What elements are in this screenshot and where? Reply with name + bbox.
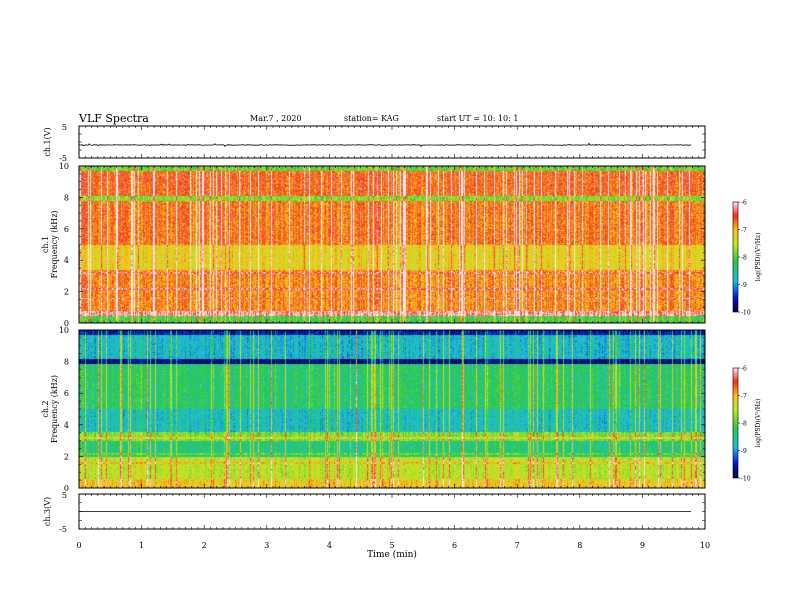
y-tick-label: 10 xyxy=(59,162,69,171)
colorbar-tick-label: -10 xyxy=(741,310,751,317)
y-axis-label-channel: ch.1 xyxy=(41,236,50,253)
x-tick-label: 1 xyxy=(139,541,144,550)
colorbar-tick-label: -6 xyxy=(741,366,747,373)
colorbar-tick-label: -8 xyxy=(741,421,747,428)
y-tick-label: 0 xyxy=(64,319,69,328)
figure-title: VLF Spectra xyxy=(79,112,149,125)
colorbar-tick-label: -6 xyxy=(741,200,747,207)
y-tick-label: 0 xyxy=(64,484,69,493)
y-tick-label: 4 xyxy=(64,256,69,265)
ch1-spectrogram-image xyxy=(79,166,705,323)
x-tick-label: 3 xyxy=(264,541,269,550)
x-tick-label: 9 xyxy=(640,541,645,550)
colorbar-label: log(PSD)(V²/Hz) xyxy=(755,233,762,282)
x-tick-label: 10 xyxy=(700,541,710,550)
x-tick-label: 8 xyxy=(577,541,582,550)
y-tick-label: 2 xyxy=(64,452,69,461)
y-tick-label: 8 xyxy=(64,193,69,202)
y-tick-label: 6 xyxy=(64,389,69,398)
colorbar-tick-label: -8 xyxy=(741,255,747,262)
x-tick-label: 5 xyxy=(389,541,394,550)
y-axis-label: ch.1(V) xyxy=(43,127,52,156)
colorbar-tick-label: -7 xyxy=(741,227,747,234)
colorbar-tick-label: -10 xyxy=(741,476,751,483)
colorbar-tick-label: -9 xyxy=(741,282,747,289)
start-time-label: start UT = 10: 10: 1 xyxy=(437,114,519,123)
x-tick-label: 0 xyxy=(76,541,81,550)
y-axis-label-channel: ch.2 xyxy=(41,400,50,417)
y-tick-label: 4 xyxy=(64,421,69,430)
y-tick-label: 5 xyxy=(62,491,67,500)
ch1-waveform-line xyxy=(78,142,692,148)
x-tick-label: 6 xyxy=(452,541,457,550)
x-axis-label: Time (min) xyxy=(367,549,417,560)
y-axis-label-frequency: Frequency (kHz) xyxy=(50,375,59,443)
x-tick-label: 4 xyxy=(327,541,332,550)
station-label: station= KAG xyxy=(344,114,399,123)
colorbar-label: log(PSD)(V²/Hz) xyxy=(755,399,762,448)
ch2-spectrogram-image xyxy=(79,330,705,488)
y-tick-label: 8 xyxy=(64,358,69,367)
y-tick-label: 5 xyxy=(62,123,67,132)
x-tick-label: 2 xyxy=(202,541,207,550)
y-axis-label-frequency: Frequency (kHz) xyxy=(50,210,59,278)
ch1-colorbar xyxy=(733,202,738,312)
x-tick-label: 7 xyxy=(515,541,520,550)
y-tick-label: 6 xyxy=(64,225,69,234)
date-label: Mar.7 , 2020 xyxy=(250,114,302,123)
colorbar-tick-label: -7 xyxy=(741,393,747,400)
y-tick-label: 2 xyxy=(64,288,69,297)
y-tick-label: -5 xyxy=(59,525,67,534)
colorbar-tick-label: -9 xyxy=(741,448,747,455)
y-axis-label: ch.3(V) xyxy=(43,497,52,526)
y-tick-label: 10 xyxy=(59,326,69,335)
ch2-colorbar xyxy=(733,368,738,478)
panel-frame-w1 xyxy=(78,125,706,159)
y-tick-label: -5 xyxy=(59,154,67,163)
